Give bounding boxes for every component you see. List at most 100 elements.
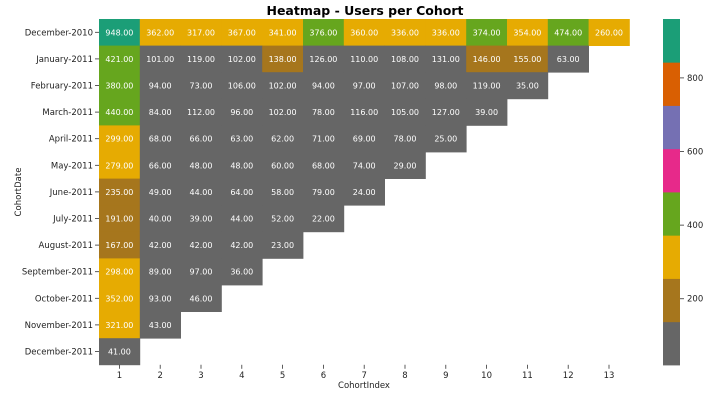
heatmap-cell: [99, 152, 141, 179]
cell-value-label: 64.00: [230, 188, 253, 197]
heatmap-cell: [139, 285, 181, 312]
cell-value-label: 78.00: [394, 135, 417, 144]
cell-value-label: 74.00: [353, 161, 376, 170]
heatmap-cell: [180, 285, 222, 312]
heatmap-cell: [384, 19, 426, 46]
x-axis-tick-labels: 1 2 3 4 5 6 7 8 9 10 11 12 13: [117, 364, 615, 381]
cell-value-label: 474.00: [554, 28, 582, 37]
cell-value-label: 948.00: [105, 28, 133, 37]
x-axis-tick-label: 7: [361, 371, 366, 381]
heatmap-cell: [99, 311, 141, 339]
heatmap-cell: [303, 178, 345, 206]
cell-value-label: 102.00: [228, 55, 256, 64]
cell-value-label: 49.00: [149, 188, 172, 197]
chart-title: Heatmap - Users per Cohort: [266, 3, 463, 18]
heatmap-cell: [221, 45, 263, 73]
cell-value-label: 46.00: [190, 294, 213, 303]
heatmap-cell: [139, 45, 181, 73]
heatmap-cell: [180, 19, 222, 46]
cell-value-label: 78.00: [312, 108, 335, 117]
cell-value-label: 105.00: [391, 108, 419, 117]
heatmap-cell: [343, 178, 385, 206]
cell-value-label: 25.00: [434, 135, 457, 144]
heatmap-cell: [425, 45, 467, 73]
cell-value-label: 44.00: [230, 215, 253, 224]
heatmap-cell: [180, 45, 222, 73]
cell-value-label: 119.00: [187, 55, 215, 64]
cell-value-label: 36.00: [230, 268, 253, 277]
heatmap-cell: [180, 125, 222, 153]
cell-value-label: 22.00: [312, 215, 335, 224]
cell-value-label: 362.00: [146, 28, 174, 37]
heatmap-cell: [221, 205, 263, 233]
heatmap-cell: [221, 231, 263, 259]
colorbar-segment: [663, 192, 680, 236]
colorbar-segment: [663, 235, 680, 279]
cell-value-label: 106.00: [228, 82, 256, 91]
heatmap-cell: [221, 98, 263, 126]
x-axis-tick-label: 13: [604, 371, 615, 381]
cell-value-label: 97.00: [190, 268, 213, 277]
cell-value-label: 336.00: [391, 28, 419, 37]
cell-value-label: 73.00: [190, 82, 213, 91]
cell-value-label: 260.00: [595, 28, 623, 37]
heatmap-cell: [139, 311, 181, 339]
cell-value-label: 42.00: [230, 241, 253, 250]
y-axis-tick-label: February-2011: [31, 82, 93, 92]
cell-value-label: 126.00: [309, 55, 337, 64]
cell-value-label: 235.00: [105, 188, 133, 197]
x-axis-tick-label: 9: [443, 371, 448, 381]
heatmap-cell: [139, 205, 181, 233]
cell-value-label: 41.00: [108, 348, 131, 357]
heatmap-cells: [99, 19, 630, 366]
heatmap-cell: [547, 45, 589, 73]
heatmap-cell: [99, 72, 141, 100]
heatmap-cell: [466, 45, 508, 73]
heatmap-cell: [303, 205, 345, 233]
heatmap-cell: [303, 45, 345, 73]
colorbar-segment: [663, 105, 680, 150]
heatmap-cell: [99, 178, 141, 206]
heatmap-cell: [221, 178, 263, 206]
cell-value-label: 279.00: [105, 161, 133, 170]
heatmap-cell: [303, 72, 345, 100]
heatmap-cell: [384, 152, 426, 179]
heatmap-cell: [588, 19, 630, 46]
y-axis-tick-label: June-2011: [49, 188, 93, 198]
colorbar-segment: [663, 321, 680, 366]
heatmap-cell: [99, 338, 141, 366]
cell-value-label: 69.00: [353, 135, 376, 144]
cell-value-label: 155.00: [513, 55, 541, 64]
x-axis-tick-label: 11: [522, 371, 533, 381]
colorbar-tick-label: 800: [687, 74, 703, 84]
cell-value-label: 108.00: [391, 55, 419, 64]
cell-value-label: 167.00: [105, 241, 133, 250]
heatmap-cell: [343, 45, 385, 73]
cell-value-label: 354.00: [513, 28, 541, 37]
heatmap-cell: [139, 231, 181, 259]
heatmap-cell: [139, 19, 181, 46]
heatmap-cell: [180, 258, 222, 286]
cell-value-label: 102.00: [269, 82, 297, 91]
cell-value-label: 374.00: [473, 28, 501, 37]
heatmap-cell: [139, 178, 181, 206]
x-axis-tick-label: 10: [481, 371, 492, 381]
heatmap-cell: [262, 178, 304, 206]
heatmap-cell: [507, 19, 549, 46]
heatmap-cell: [180, 72, 222, 100]
cell-value-label: 341.00: [269, 28, 297, 37]
cell-value-label: 131.00: [432, 55, 460, 64]
heatmap-cell: [221, 19, 263, 46]
heatmap-cell: [425, 72, 467, 100]
cell-value-label: 63.00: [230, 135, 253, 144]
cell-value-label: 97.00: [353, 82, 376, 91]
cell-value-label: 39.00: [475, 108, 498, 117]
heatmap-cell: [180, 152, 222, 179]
heatmap-cell: [221, 258, 263, 286]
cell-value-label: 112.00: [187, 108, 215, 117]
cell-value-label: 42.00: [149, 241, 172, 250]
cell-value-label: 321.00: [105, 321, 133, 330]
x-axis-tick-label: 3: [198, 371, 203, 381]
cell-value-label: 89.00: [149, 268, 172, 277]
heatmap-cell: [180, 231, 222, 259]
